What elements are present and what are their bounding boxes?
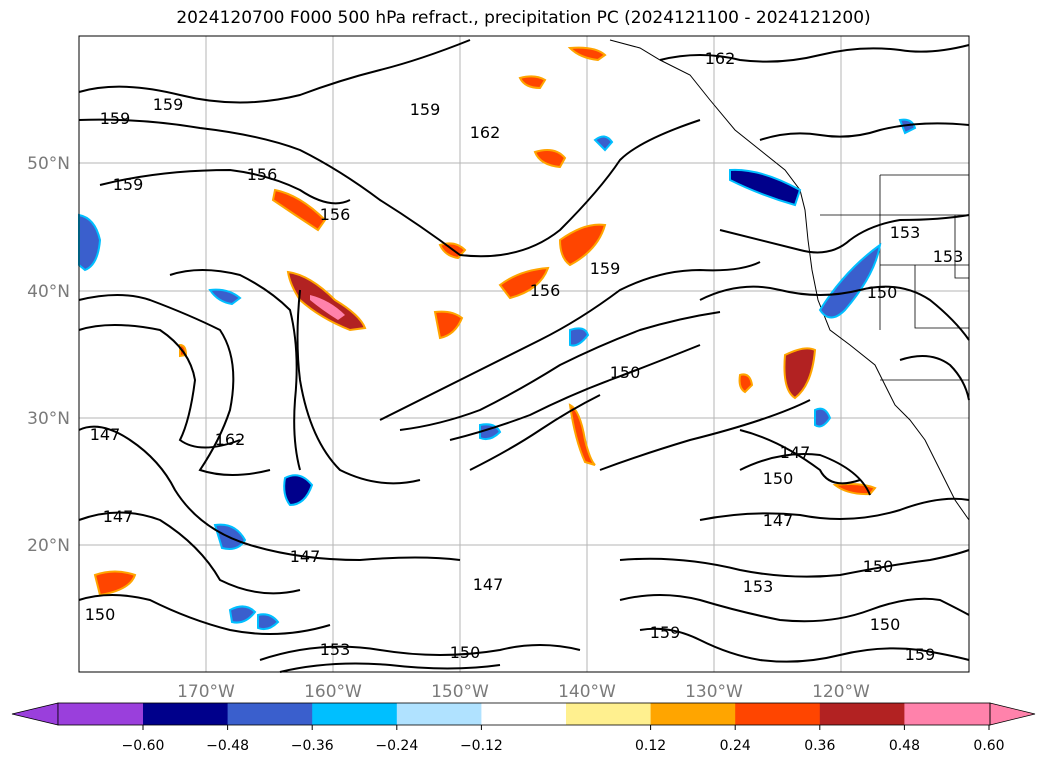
colorbar-segment — [904, 703, 990, 725]
map-title: 2024120700 F000 500 hPa refract., precip… — [176, 8, 871, 28]
contour-label: 153 — [743, 577, 774, 596]
colorbar-segment — [819, 703, 905, 725]
latitude-labels: 50°N 40°N 30°N 20°N — [27, 154, 70, 556]
colorbar-segment — [143, 703, 229, 725]
colorbar-tick-label: −0.12 — [460, 738, 503, 754]
contour-label: 150 — [867, 283, 898, 302]
contour-label: 162 — [215, 430, 246, 449]
colorbar-tick-label: −0.24 — [375, 738, 418, 754]
plot-frame — [78, 35, 970, 673]
contour-label: 150 — [763, 469, 794, 488]
colorbar-tick-label: 0.36 — [804, 738, 835, 754]
colorbar-segment — [566, 703, 652, 725]
contour-label: 153 — [890, 223, 921, 242]
lon-label: 160°W — [304, 682, 362, 702]
coastline — [609, 39, 970, 521]
contour-label: 159 — [153, 95, 184, 114]
contour-label: 162 — [470, 123, 501, 142]
colorbar-tick-label: −0.60 — [122, 738, 165, 754]
lon-label: 170°W — [177, 682, 235, 702]
lon-label: 120°W — [812, 682, 870, 702]
colorbar-segment — [735, 703, 821, 725]
contour-label: 159 — [590, 259, 621, 278]
contour-label: 153 — [320, 640, 351, 659]
contour-label: 147 — [780, 443, 811, 462]
contour-label: 147 — [473, 575, 504, 594]
colorbar-right-extension — [989, 702, 1036, 726]
colorbar-tick-label: −0.36 — [291, 738, 334, 754]
contour-label: 150 — [870, 615, 901, 634]
contour-label: 162 — [705, 49, 736, 68]
plot-area — [79, 36, 969, 672]
contour-label: 147 — [90, 425, 121, 444]
contour-label: 156 — [320, 205, 351, 224]
lat-label: 50°N — [27, 154, 70, 174]
contour-label: 156 — [247, 165, 278, 184]
lat-label: 20°N — [27, 536, 70, 556]
lat-label: 30°N — [27, 409, 70, 429]
colorbar-segment — [396, 703, 482, 725]
colorbar: −0.60 −0.48 −0.36 −0.24 −0.12 0.12 0.24 0.36 0.4… — [11, 702, 1036, 754]
contour-label: 159 — [113, 175, 144, 194]
contour-label: 153 — [933, 247, 964, 266]
lon-label: 130°W — [685, 682, 743, 702]
colorbar-tick-label: 0.60 — [973, 738, 1004, 754]
contour-label: 147 — [290, 547, 321, 566]
lon-label: 140°W — [558, 682, 616, 702]
contour-label: 159 — [650, 623, 681, 642]
colorbar-tick-label: 0.48 — [889, 738, 920, 754]
contour-label: 159 — [410, 100, 441, 119]
contour-label: 150 — [610, 363, 641, 382]
contour-label: 159 — [100, 109, 131, 128]
colorbar-left-extension — [11, 702, 59, 726]
contour-label: 150 — [450, 643, 481, 662]
contour-label: 156 — [530, 281, 561, 300]
colorbar-tick-label: 0.12 — [635, 738, 666, 754]
contour-label: 150 — [863, 557, 894, 576]
lat-label: 40°N — [27, 282, 70, 302]
colorbar-segment — [58, 703, 143, 725]
state-borders — [820, 174, 969, 381]
contour-labels: 162 159 159 159 162 156 156 159 156 159 … — [85, 49, 964, 664]
contour-label: 147 — [103, 507, 134, 526]
colorbar-segment — [650, 703, 736, 725]
colorbar-tick-label: 0.24 — [720, 738, 751, 754]
colorbar-frame — [57, 702, 991, 726]
colorbar-segment — [312, 703, 398, 725]
colorbar-segment — [227, 703, 313, 725]
precip-patches — [78, 46, 917, 631]
lon-label: 150°W — [431, 682, 489, 702]
contour-label: 150 — [85, 605, 116, 624]
contour-label: 159 — [905, 645, 936, 664]
colorbar-segment — [481, 703, 567, 725]
colorbar-tick-label: −0.48 — [206, 738, 249, 754]
longitude-labels: 170°W 160°W 150°W 140°W 130°W 120°W — [177, 682, 870, 702]
refractivity-contours — [78, 39, 970, 673]
contour-label: 147 — [763, 511, 794, 530]
